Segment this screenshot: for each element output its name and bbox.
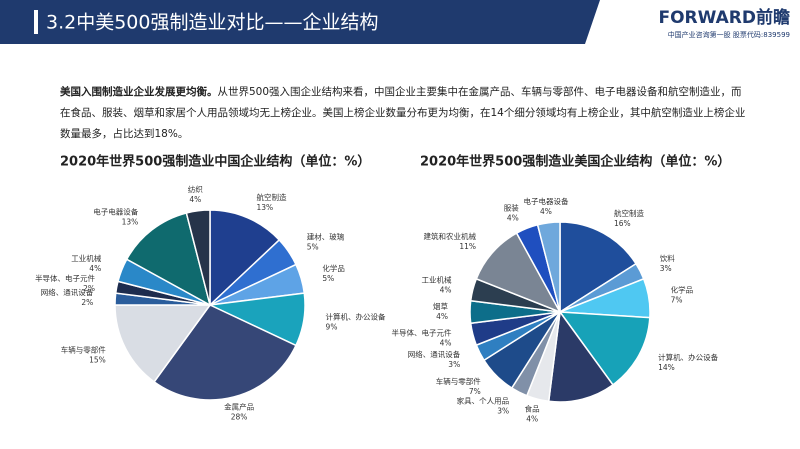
pie-slice xyxy=(153,304,297,401)
slice-label: 工业机械 xyxy=(71,253,101,263)
slice-label: 电子电器设备 xyxy=(93,206,138,216)
value-label: 4% xyxy=(89,264,101,273)
value-label: 4% xyxy=(540,207,552,216)
slice-label: 电子电器设备 xyxy=(523,196,568,206)
pie-slice xyxy=(547,310,614,403)
pie-slice xyxy=(114,304,212,383)
value-label: 5% xyxy=(322,274,334,283)
value-label: 13% xyxy=(256,203,273,212)
value-label: 4% xyxy=(526,415,538,424)
slice-label: 航空制造 xyxy=(614,208,644,218)
slice-label: 工业机械 xyxy=(422,275,452,285)
chart-title: 2020年世界500强制造业美国企业结构（单位：%） xyxy=(420,154,730,170)
paragraph: 美国入围制造业企业发展更均衡。从世界500强入围企业结构来看，中国企业主要集中在… xyxy=(60,82,750,145)
value-label: 7% xyxy=(469,387,481,396)
slice-label: 建材、玻璃 xyxy=(307,232,345,242)
header-bar xyxy=(0,0,600,44)
slice-label: 计算机、办公设备 xyxy=(326,311,386,321)
pie-slice xyxy=(558,311,651,386)
slice-label: 航空制造 xyxy=(256,192,286,202)
value-label: 3% xyxy=(497,406,509,415)
slice-label: 化学品 xyxy=(671,284,694,294)
lead: 美国入围制造业企业发展更均衡。 xyxy=(60,86,218,98)
chart-title: 2020年世界500强制造业中国企业结构（单位：%） xyxy=(60,154,370,170)
slice-label: 饮料 xyxy=(660,253,675,263)
logo: FORWARD前瞻 xyxy=(658,7,790,28)
slice-label: 纺织 xyxy=(188,184,203,194)
pie-slice xyxy=(209,209,281,307)
value-label: 16% xyxy=(614,219,631,228)
slice-label: 半导体、电子元件 xyxy=(35,273,95,283)
tagline: 中国产业咨询第一股 股票代码:839599 xyxy=(668,30,790,39)
value-label: 5% xyxy=(307,243,319,252)
slice-label: 网络、通讯设备 xyxy=(408,349,461,359)
value-label: 4% xyxy=(436,312,448,321)
slice-label: 网络、通讯设备 xyxy=(41,287,94,297)
value-label: 2% xyxy=(81,298,93,307)
slice-label: 金属产品 xyxy=(224,402,254,412)
slice-label: 车辆与零部件 xyxy=(436,376,481,386)
slice-label: 烟草 xyxy=(433,301,448,311)
slice-label: 服装 xyxy=(504,202,519,212)
value-label: 4% xyxy=(440,338,452,347)
pie-slice xyxy=(536,221,561,313)
slice-label: 车辆与零部件 xyxy=(61,344,106,354)
value-label: 15% xyxy=(89,355,106,364)
value-label: 4% xyxy=(507,213,519,222)
value-label: 7% xyxy=(671,295,683,304)
slice-label: 家具、个人用品 xyxy=(457,395,510,405)
value-label: 4% xyxy=(440,286,452,295)
slice-label: 半导体、电子元件 xyxy=(392,327,452,337)
value-label: 3% xyxy=(660,264,672,273)
slice-label: 食品 xyxy=(525,404,540,414)
value-label: 14% xyxy=(658,363,675,372)
value-label: 13% xyxy=(122,217,139,226)
header-title: 3.2中美500强制造业对比——企业结构 xyxy=(46,12,378,34)
slice-label: 化学品 xyxy=(322,263,345,273)
pie-slice xyxy=(125,212,212,307)
value-label: 9% xyxy=(326,322,338,331)
value-label: 4% xyxy=(189,195,201,204)
value-label: 11% xyxy=(459,242,476,251)
slice-label: 建筑和农业机械 xyxy=(423,231,476,241)
body-text: 从世界500强入围企业结构来看，中国企业主要集中在金属产品、车辆与零部件、电子电… xyxy=(60,86,746,140)
pie-slice xyxy=(559,221,638,314)
value-label: 3% xyxy=(448,360,460,369)
value-label: 2% xyxy=(83,284,95,293)
slice-label: 计算机、办公设备 xyxy=(658,352,718,362)
value-label: 28% xyxy=(231,413,248,422)
header-accent xyxy=(34,10,38,34)
pie-slice xyxy=(185,209,211,306)
